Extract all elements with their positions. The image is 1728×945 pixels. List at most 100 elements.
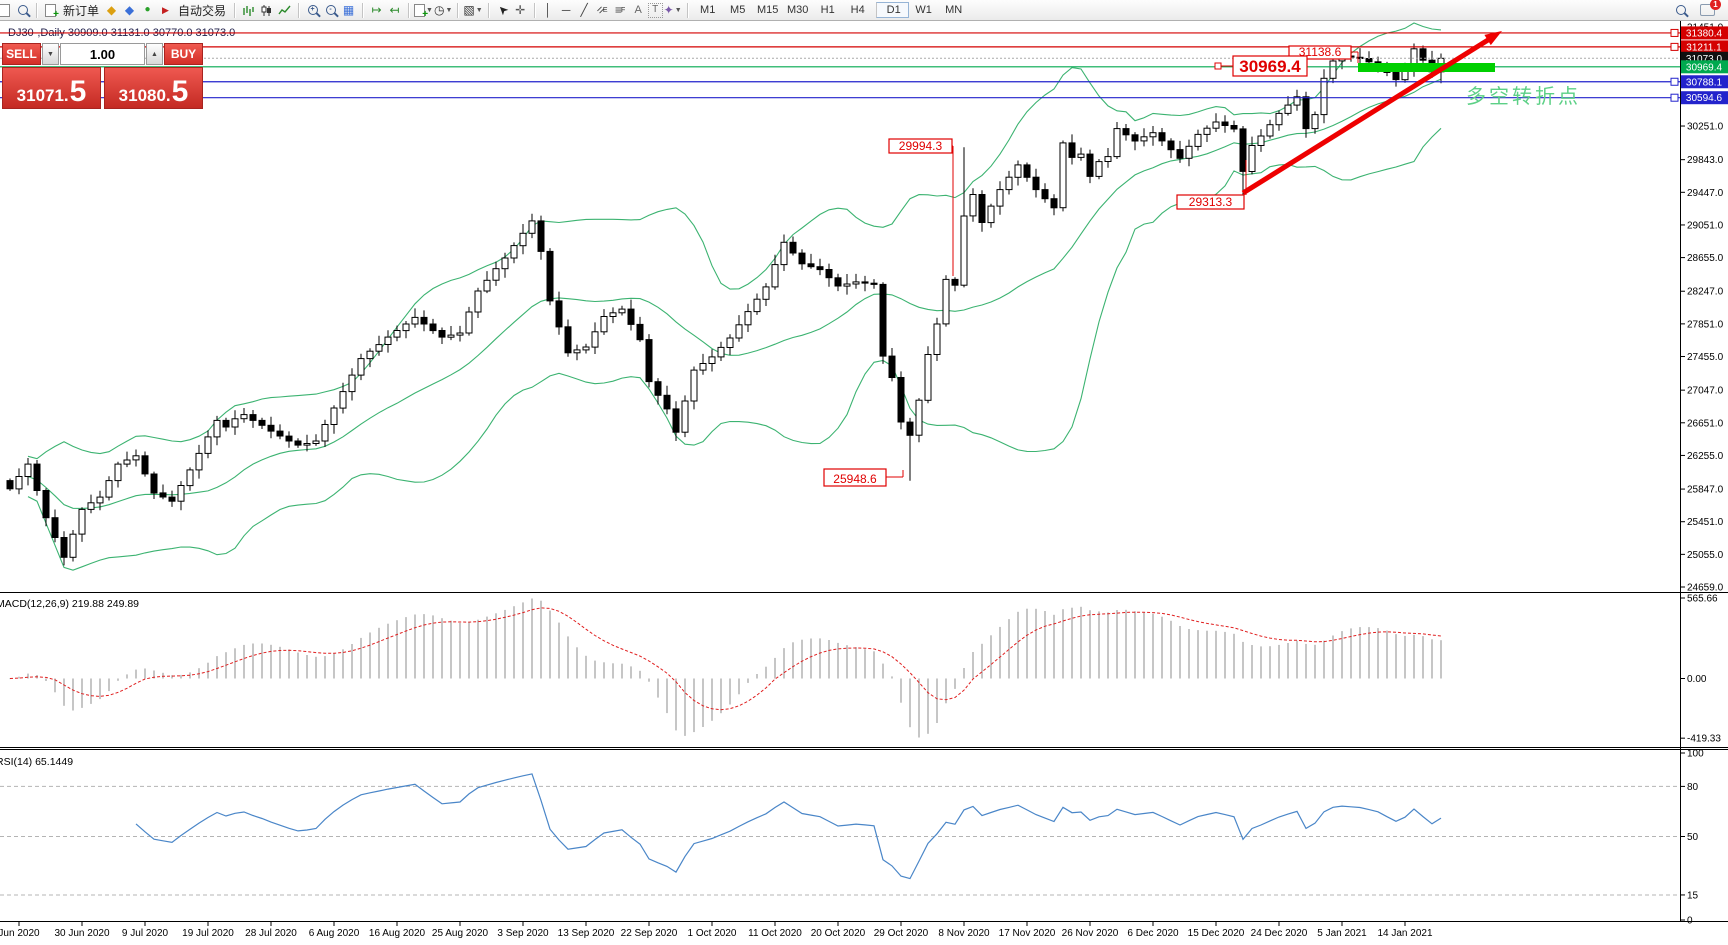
volume-input[interactable] — [60, 43, 145, 65]
price-annotation-text[interactable]: 31138.6 — [1299, 45, 1342, 59]
candle-body — [447, 334, 455, 338]
timeframe-m1[interactable]: M1 — [700, 4, 716, 16]
timeframe-w1[interactable]: W1 — [915, 4, 932, 16]
crosshair-icon[interactable]: ✛ — [515, 3, 526, 17]
periods-clock-icon[interactable]: ◷ ▼ — [433, 3, 453, 17]
macd-histogram-bar — [1359, 627, 1361, 679]
macd-histogram-bar — [180, 674, 182, 679]
search-icon[interactable] — [1672, 2, 1689, 19]
cursor-icon[interactable]: ➤ — [493, 1, 511, 19]
zoom-in-icon[interactable]: + — [304, 2, 321, 19]
notifications-icon[interactable]: 1 — [1699, 0, 1721, 19]
buy-button[interactable]: BUY — [164, 43, 203, 65]
price-annotation-text[interactable]: 25948.6 — [833, 472, 877, 486]
candle-body — [132, 455, 140, 461]
price-annotation-text[interactable]: 30969.4 — [1239, 57, 1301, 76]
macd-histogram-bar — [747, 678, 749, 683]
toolbar-separator — [36, 2, 37, 18]
hline-anchor[interactable] — [1670, 42, 1679, 51]
new-order-label[interactable]: 新订单 — [63, 3, 100, 18]
price-annotation-box[interactable] — [888, 138, 953, 154]
autotrading-label[interactable]: 自动交易 — [178, 3, 227, 18]
zoom-out-icon[interactable]: - — [322, 2, 339, 19]
time-axis-label: 28 Jul 2020 — [245, 928, 297, 939]
macd-histogram-bar — [1278, 644, 1280, 679]
candlestick-chart-icon[interactable] — [258, 2, 275, 19]
timeframe-m30[interactable]: M30 — [786, 4, 809, 16]
hline-anchor[interactable] — [1670, 28, 1679, 37]
trendline-tool-icon[interactable]: ╱ — [580, 3, 588, 17]
timeframe-m15[interactable]: M15 — [756, 4, 779, 16]
macd-histogram-bar — [486, 616, 488, 679]
line-chart-icon[interactable] — [276, 2, 293, 19]
macd-histogram-bar — [216, 656, 218, 679]
indicators-icon[interactable]: + ▼ — [414, 2, 433, 19]
hline-anchor[interactable] — [1670, 77, 1679, 86]
price-annotation-box[interactable] — [1176, 194, 1245, 210]
sell-button[interactable]: SELL — [2, 43, 41, 65]
vertical-line-tool-icon[interactable]: │ — [544, 3, 552, 17]
macd-histogram-bar — [1053, 614, 1055, 679]
macd-histogram-bar — [522, 602, 524, 679]
time-axis-label: 24 Dec 2020 — [1251, 928, 1308, 939]
toolbar-separator — [234, 2, 236, 18]
macd-histogram-bar — [513, 606, 515, 679]
timeframe-d1[interactable]: D1 — [875, 2, 909, 18]
macd-histogram-bar — [261, 643, 263, 679]
macd-histogram-bar — [873, 651, 875, 679]
volume-decrease-button[interactable]: ▼ — [42, 43, 59, 65]
horizontal-line-tool-icon[interactable]: ─ — [561, 3, 571, 17]
macd-histogram-bar — [630, 666, 632, 679]
metaeditor-icon[interactable]: ◆ — [124, 3, 135, 17]
channel-tool-icon[interactable]: = E — [592, 2, 608, 18]
timeframe-m5[interactable]: M5 — [730, 4, 746, 16]
autotrading-icon[interactable]: ▶ — [162, 4, 169, 15]
macd-histogram-bar — [936, 678, 938, 723]
candle-body — [24, 463, 32, 478]
timeframe-h1[interactable]: H1 — [820, 4, 835, 16]
candle-body — [87, 502, 95, 510]
text-label-tool-icon[interactable]: T — [647, 2, 663, 18]
candle-body — [1203, 127, 1211, 135]
pivot-annotation-text[interactable]: 多空转折点 — [1466, 85, 1581, 108]
chart-shift-icon[interactable]: ↤ — [389, 3, 400, 17]
auto-scroll-icon[interactable]: ↦ — [371, 3, 382, 17]
sell-price-display[interactable]: 31071. 5 — [2, 67, 101, 109]
timeframe-mn[interactable]: MN — [945, 4, 963, 16]
macd-histogram-bar — [837, 642, 839, 679]
candle-body — [951, 278, 959, 286]
price-annotation-text[interactable]: 29994.3 — [899, 139, 943, 153]
signal-icon[interactable]: ● — [144, 4, 151, 15]
macd-histogram-bar — [1395, 634, 1397, 679]
bar-chart-icon[interactable] — [240, 2, 257, 19]
candle-body — [114, 463, 122, 482]
macd-histogram-bar — [405, 617, 407, 679]
fibonacci-tool-icon[interactable]: ≡ F — [615, 3, 626, 17]
timeframe-h4[interactable]: H4 — [850, 4, 865, 16]
buy-price-display[interactable]: 31080. 5 — [104, 67, 203, 109]
price-annotation-text[interactable]: 29313.3 — [1189, 195, 1233, 209]
candle-body — [798, 252, 806, 265]
price-axis-label: 28655.0 — [1687, 253, 1724, 264]
volume-increase-button[interactable]: ▲ — [146, 43, 163, 65]
chart-window-icon[interactable] — [0, 2, 13, 19]
trend-arrow-line[interactable] — [1241, 37, 1490, 196]
macd-histogram-bar — [270, 644, 272, 679]
tile-windows-icon[interactable]: ▦ — [342, 3, 355, 17]
hline-anchor[interactable] — [1670, 93, 1679, 102]
data-window-icon[interactable] — [14, 2, 31, 19]
arrows-tool-icon[interactable]: ✦ ▼ — [663, 3, 682, 17]
price-annotation-box[interactable] — [823, 468, 887, 487]
templates-icon[interactable]: ▧ ▼ — [463, 3, 483, 17]
gold-icon[interactable]: ◆ — [106, 3, 117, 17]
candle-body — [582, 346, 590, 351]
toolbar-separator — [408, 2, 410, 18]
macd-signal-line — [9, 607, 1442, 711]
candle-body — [60, 537, 68, 558]
text-tool-icon[interactable]: A — [634, 3, 642, 16]
new-order-icon[interactable]: + — [42, 2, 59, 19]
price-annotation-box[interactable] — [1232, 55, 1308, 77]
price-tag-30788.1 — [1681, 75, 1728, 89]
support-zone-rect[interactable] — [1358, 63, 1495, 72]
